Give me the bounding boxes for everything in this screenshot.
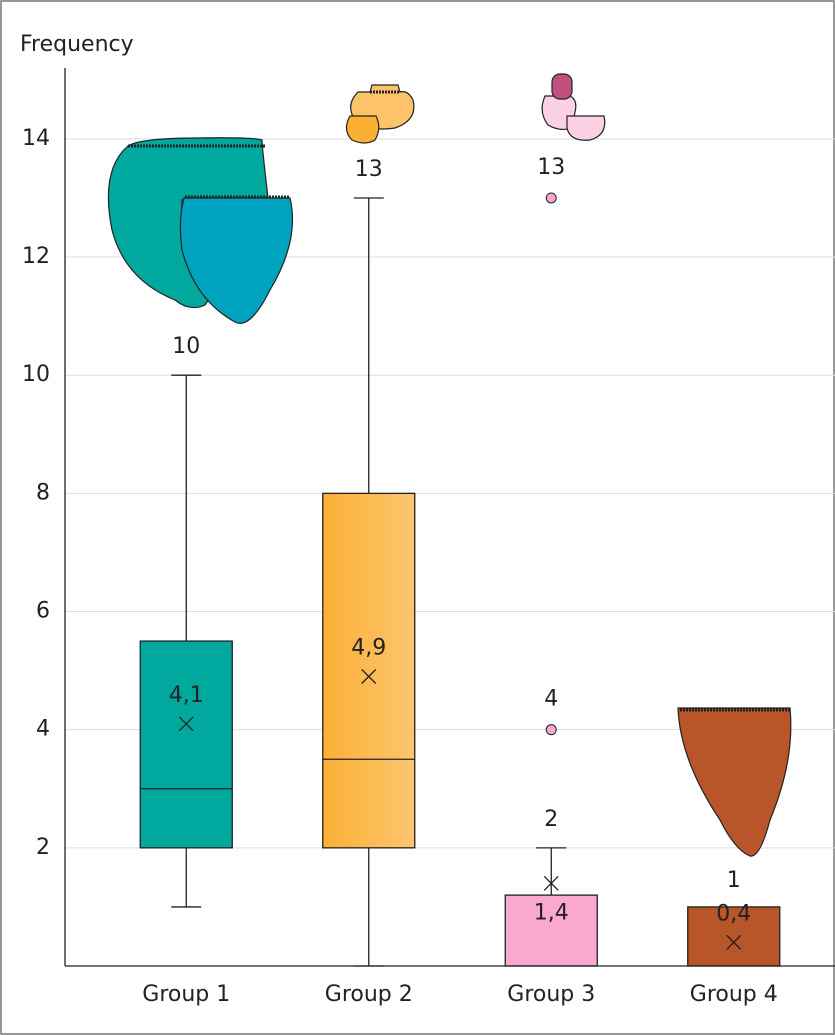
outlier: [545, 724, 557, 736]
y-tick-label: 12: [22, 244, 50, 269]
y-tick-label: 6: [36, 599, 50, 624]
mean-label: 0,4: [716, 901, 751, 926]
y-tick-label: 14: [22, 126, 50, 151]
y-tick-label: 10: [22, 362, 50, 387]
box: [139, 640, 233, 849]
box: [322, 492, 416, 849]
mean-marker: [178, 716, 194, 732]
y-tick-label: 8: [36, 480, 50, 505]
mean-marker: [726, 934, 742, 950]
outlier: [545, 192, 557, 204]
value-label: 1: [727, 868, 741, 893]
mean-label: 1,4: [534, 900, 569, 925]
box: [687, 906, 781, 967]
value-label: 2: [544, 807, 558, 832]
mean-marker: [361, 669, 377, 684]
y-axis-label: Frequency: [20, 32, 134, 57]
outlier-label: 13: [537, 155, 565, 180]
mean-label: 4,9: [351, 636, 386, 661]
x-tick-label: Group 1: [142, 982, 230, 1007]
value-label: 13: [355, 157, 383, 182]
y-tick-label: 2: [36, 835, 50, 860]
x-tick-label: Group 4: [690, 982, 778, 1007]
value-label: 10: [172, 334, 200, 359]
mean-marker: [543, 875, 559, 891]
y-tick-label: 4: [36, 717, 50, 742]
outlier-label: 4: [544, 687, 558, 712]
x-tick-label: Group 3: [507, 982, 595, 1007]
mean-label: 4,1: [169, 683, 204, 708]
box: [504, 894, 598, 967]
x-tick-label: Group 2: [325, 982, 413, 1007]
pot-illustrations: [107, 73, 792, 857]
